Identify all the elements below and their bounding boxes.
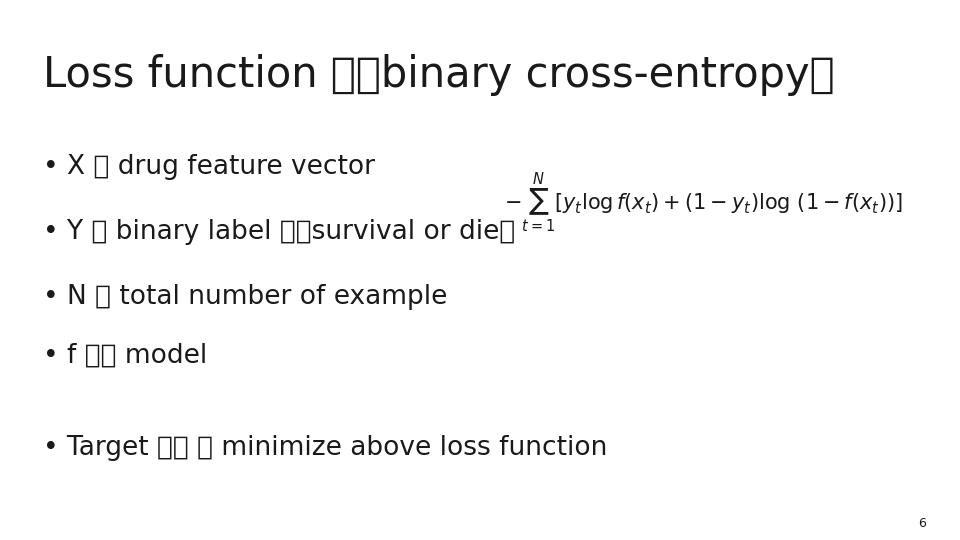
Text: • Y ： binary label 　（survival or die）: • Y ： binary label （survival or die） bbox=[43, 219, 516, 245]
Text: • N ： total number of example: • N ： total number of example bbox=[43, 284, 447, 309]
Text: 6: 6 bbox=[919, 517, 926, 530]
Text: $-\sum_{t=1}^{N}[y_t\log f(x_t) + (1-y_t)\log\,(1-f(x_t))]$: $-\sum_{t=1}^{N}[y_t\log f(x_t) + (1-y_t… bbox=[504, 171, 902, 234]
Text: • f 　： model: • f ： model bbox=[43, 343, 207, 369]
Text: • X ： drug feature vector: • X ： drug feature vector bbox=[43, 154, 375, 180]
Text: Loss function 　（binary cross-entropy）: Loss function （binary cross-entropy） bbox=[43, 54, 835, 96]
Text: • Target 　： 　 minimize above loss function: • Target ： minimize above loss function bbox=[43, 435, 608, 461]
